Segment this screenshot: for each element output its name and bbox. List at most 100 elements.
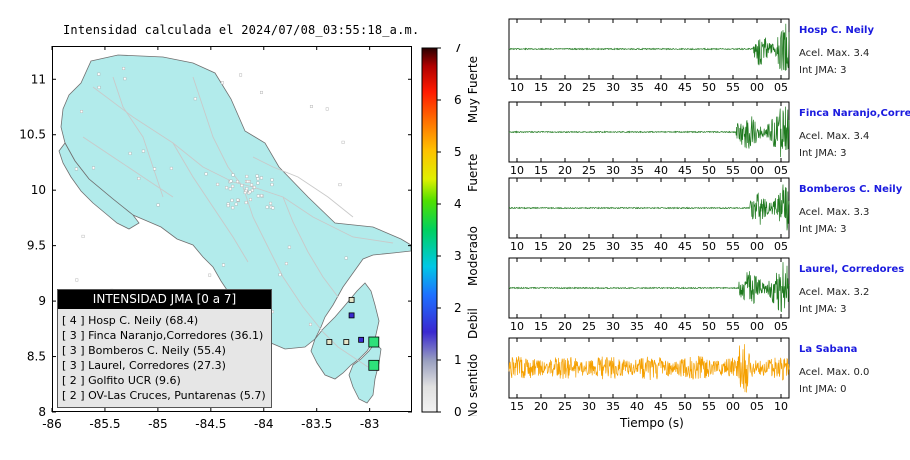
town-dot	[284, 262, 288, 266]
town-dot	[228, 187, 232, 191]
town-dot	[252, 185, 256, 189]
colorbar-label: No sentido	[466, 354, 480, 416]
town-dot	[74, 167, 78, 171]
town-dot	[204, 172, 208, 176]
town-dot	[193, 97, 197, 101]
colorbar-label: Moderado	[466, 226, 480, 286]
station-marker	[343, 339, 350, 345]
road	[112, 76, 164, 198]
town-dot	[222, 263, 225, 267]
town-dot	[325, 107, 329, 111]
waveform-panel: 10 15 20 25 30 35 40 45 50 55 00 05	[508, 257, 790, 333]
waveform-trace	[508, 262, 790, 313]
waveform-tick-label: 35	[606, 400, 620, 413]
y-tick-label: 8.5	[27, 350, 46, 364]
x-axis-label: Tiempo (s)	[620, 416, 684, 430]
station-name: Hosp C. Neily	[799, 25, 874, 36]
waveform-tick-label: 40	[654, 164, 668, 177]
colorbar-ticks: 0 1 2 3 4 5 6 7	[437, 44, 462, 416]
town-dot	[81, 234, 85, 238]
town-dot	[97, 72, 101, 76]
y-tick-label: 8	[38, 405, 46, 419]
town-dot	[231, 184, 235, 188]
waveform-tick-label: 50	[678, 400, 692, 413]
station-jma-intensity: Int JMA: 3	[799, 65, 847, 76]
y-tick-label: 9.5	[27, 239, 46, 253]
colorbar-tick-label: 2	[454, 301, 462, 315]
road	[82, 136, 174, 198]
waveform-tick-label: 10	[510, 240, 524, 253]
station-max-accel: Acel. Max. 3.3	[799, 207, 870, 218]
town-dot	[249, 198, 252, 202]
town-dot	[141, 149, 145, 153]
colorbar-label: Fuerte	[466, 154, 480, 192]
station-name: Bomberos C. Neily	[799, 184, 903, 195]
town-dot	[270, 183, 274, 187]
y-tick-label: 10	[31, 183, 46, 197]
station-name: Laurel, Corredores	[799, 264, 905, 275]
town-dot	[278, 273, 282, 277]
waveform-tick-label: 35	[630, 164, 644, 177]
waveform-tick-label: 25	[582, 81, 596, 94]
town-dot	[80, 110, 84, 113]
costa-rica-land	[58, 54, 412, 404]
colorbar-label: Muy Fuerte	[466, 56, 480, 123]
town-dot	[240, 184, 244, 187]
waveform-tick-label: 05	[774, 164, 788, 177]
waveform-tick-label: 00	[726, 400, 740, 413]
waveform-tick-label: 05	[774, 81, 788, 94]
town-dot	[231, 206, 235, 210]
waveform-tick-label: 15	[534, 81, 548, 94]
station-marker	[326, 339, 333, 345]
map-title: Intensidad calculada el 2024/07/08_03:55…	[63, 23, 420, 37]
waveform-tick-label: 40	[654, 320, 668, 333]
town-dot	[123, 77, 127, 81]
town-dot	[308, 322, 312, 326]
waveform-panel: 15 20 25 30 35 40 45 50 55 00 05 10	[508, 337, 790, 413]
waveform-tick-label: 00	[750, 320, 764, 333]
station-name: La Sabana	[799, 344, 858, 355]
waveform-tick-label: 55	[726, 81, 740, 94]
town-dot	[245, 174, 249, 178]
town-dot	[260, 194, 264, 198]
x-tick-label: -83.5	[301, 417, 332, 431]
station-markers	[326, 296, 380, 371]
station-marker	[348, 296, 355, 303]
station-jma-intensity: Int JMA: 3	[799, 224, 847, 235]
waveform-tick-label: 30	[582, 400, 596, 413]
town-dot	[169, 166, 173, 170]
waveform-tick-label: 00	[750, 81, 764, 94]
town-dot	[230, 198, 234, 202]
legend-row: [ 3 ] Laurel, Corredores (27.3)	[62, 359, 226, 372]
colorbar-labels: No sentido Debil Moderado Fuerte Muy Fuerte	[466, 56, 480, 416]
waveform-trace	[508, 344, 790, 393]
town-dot	[344, 256, 348, 260]
legend-row: [ 3 ] Finca Naranjo,Corredores (36.1)	[62, 329, 264, 342]
waveform-tick-label: 45	[678, 240, 692, 253]
waveform-tick-label: 20	[558, 164, 572, 177]
waveform-panel: 10 15 20 25 30 35 40 45 50 55 00 05	[508, 18, 790, 94]
waveform-tick-label: 55	[726, 240, 740, 253]
colorbar-tick-label: 6	[454, 93, 462, 107]
waveform-tick-label: 35	[630, 320, 644, 333]
map-x-ticks: -86 -85.5 -85 -84.5 -84 -83.5 -83	[42, 46, 379, 431]
waveform-tick-label: 20	[534, 400, 548, 413]
waveform-tick-label: 45	[678, 320, 692, 333]
waveform-tick-label: 25	[582, 164, 596, 177]
waveform-tick-label: 15	[510, 400, 524, 413]
town-dot	[137, 176, 141, 180]
colorbar-tick-label: 3	[454, 249, 462, 263]
waveform-tick-label: 50	[702, 81, 716, 94]
town-dot	[229, 179, 233, 183]
intensity-legend: INTENSIDAD JMA [0 a 7] [ 4 ] Hosp C. Nei…	[57, 289, 272, 408]
waveform-tick-label: 30	[606, 240, 620, 253]
town-dot	[216, 182, 220, 186]
waveform-tick-label: 40	[654, 81, 668, 94]
intensity-colorbar: 0 1 2 3 4 5 6 7 No sentido Debil Moderado Fuerte Mu…	[421, 44, 480, 416]
waveform-tick-label: 40	[654, 240, 668, 253]
waveform-tick-label: 45	[678, 81, 692, 94]
waveform-tick-label: 15	[534, 240, 548, 253]
waveform-trace	[508, 23, 790, 72]
waveform-tick-label: 05	[774, 240, 788, 253]
town-dot	[153, 167, 157, 171]
